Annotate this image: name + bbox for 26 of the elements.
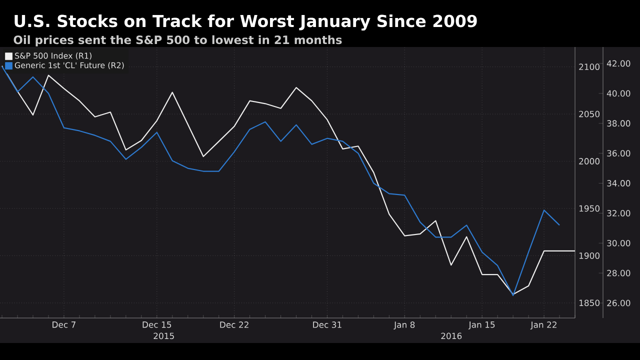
x-tick-label: Dec 31 bbox=[313, 322, 342, 328]
y2-tick-label: 42.00 bbox=[606, 60, 630, 67]
y2-tick-label: 40.00 bbox=[606, 90, 630, 97]
y2-tick-label: 38.00 bbox=[607, 120, 630, 127]
y2-tick-label: 34.00 bbox=[607, 180, 630, 186]
chart-title: U.S. Stocks on Track for Worst January Since 2009 bbox=[14, 14, 477, 31]
y-tick-label: 1900 bbox=[579, 252, 600, 259]
text: 2016 bbox=[441, 332, 462, 340]
x-tick-label: Dec 7 bbox=[52, 322, 76, 328]
y2-tick-label: 28.00 bbox=[607, 270, 630, 276]
x-tick-label: Dec 15 bbox=[142, 322, 172, 328]
y2-tick-label: 36.00 bbox=[607, 150, 630, 157]
y-tick-label: 1950 bbox=[579, 205, 600, 212]
y-tick-label: 2050 bbox=[579, 110, 600, 118]
y2-tick-label: 30.00 bbox=[607, 240, 630, 246]
x-tick-label: Jan 8 bbox=[394, 322, 415, 330]
y2-tick-label: 26.00 bbox=[607, 300, 630, 306]
y-tick-label: 1850 bbox=[579, 300, 600, 306]
chart-subtitle: Oil prices sent the S&P 500 to lowest in 21 months bbox=[14, 35, 342, 46]
x-tick-label: Jan 15 bbox=[468, 322, 495, 330]
y-tick-label: 2100 bbox=[579, 64, 600, 70]
text: 2015 bbox=[154, 332, 174, 340]
x-tick-label: Jan 22 bbox=[530, 322, 556, 330]
x-tick-label: Dec 22 bbox=[220, 322, 248, 328]
y-tick-label: 2000 bbox=[579, 158, 600, 164]
y2-tick-label: 32.00 bbox=[607, 210, 630, 216]
